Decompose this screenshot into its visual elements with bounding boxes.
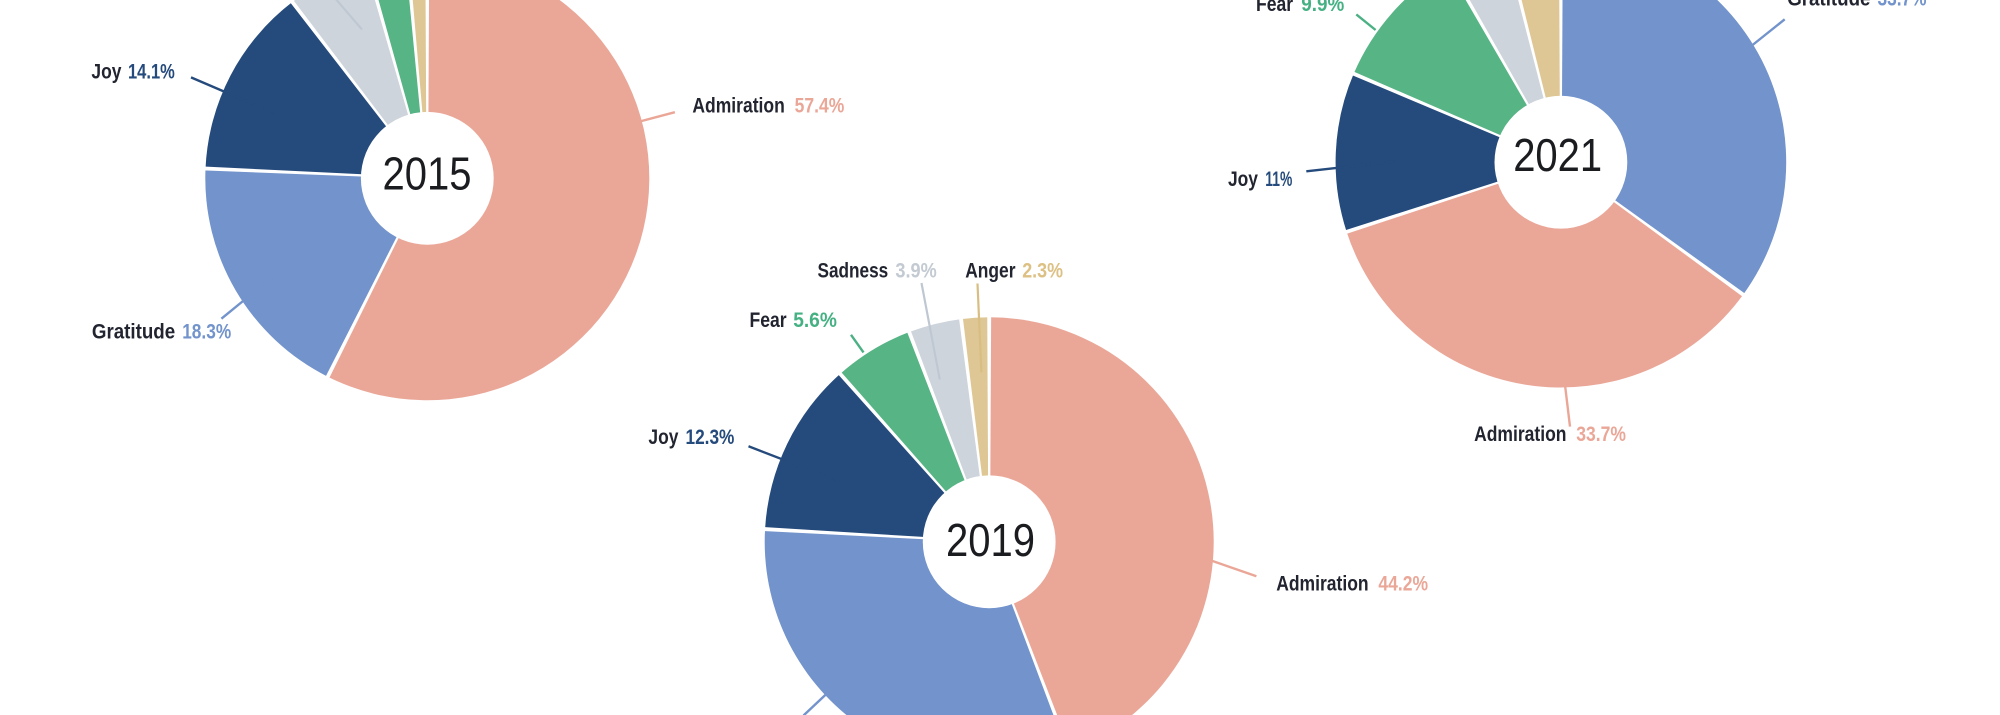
svg-text:Gratitude: Gratitude <box>92 319 175 343</box>
svg-text:18.3%: 18.3% <box>182 319 231 343</box>
svg-text:2015: 2015 <box>383 148 472 200</box>
svg-text:5.6%: 5.6% <box>793 308 837 332</box>
svg-text:Fear: Fear <box>1256 0 1294 16</box>
svg-text:33.7%: 33.7% <box>1576 422 1626 446</box>
svg-text:33.7%: 33.7% <box>1878 0 1927 11</box>
svg-text:2.3%: 2.3% <box>1022 259 1063 283</box>
svg-text:12.3%: 12.3% <box>686 425 735 449</box>
svg-text:Fear: Fear <box>750 308 788 332</box>
svg-text:Admiration: Admiration <box>692 94 784 118</box>
svg-text:57.4%: 57.4% <box>795 94 845 118</box>
svg-text:Joy: Joy <box>91 60 121 84</box>
svg-text:Joy: Joy <box>1228 167 1258 191</box>
svg-text:14.1%: 14.1% <box>128 60 175 84</box>
svg-text:2021: 2021 <box>1513 129 1602 181</box>
svg-text:Anger: Anger <box>965 259 1016 283</box>
svg-text:44.2%: 44.2% <box>1378 571 1428 595</box>
svg-text:Admiration: Admiration <box>1276 571 1368 595</box>
svg-text:9.9%: 9.9% <box>1301 0 1344 16</box>
svg-text:Gratitude: Gratitude <box>1787 0 1870 11</box>
svg-text:11%: 11% <box>1265 167 1292 191</box>
svg-text:3.9%: 3.9% <box>895 259 936 283</box>
svg-text:Joy: Joy <box>648 425 678 449</box>
svg-text:Sadness: Sadness <box>818 259 889 283</box>
svg-text:2019: 2019 <box>946 514 1035 566</box>
svg-text:Admiration: Admiration <box>1474 422 1566 446</box>
